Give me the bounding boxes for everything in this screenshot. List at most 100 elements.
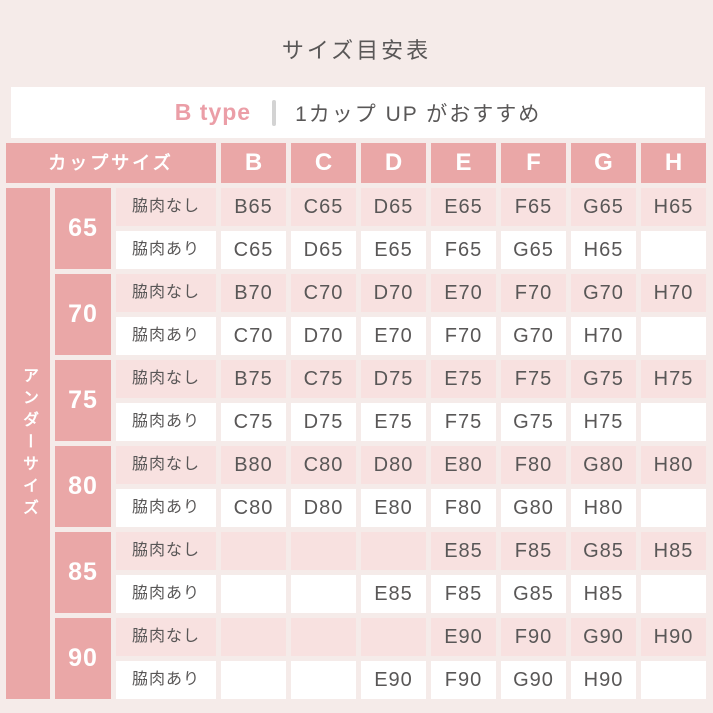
size-cell: H75: [571, 403, 636, 441]
type-label: B type: [174, 99, 252, 125]
size-cell: [221, 618, 286, 656]
size-cell: B75: [221, 360, 286, 398]
size-cell: D75: [291, 403, 356, 441]
size-cell: C75: [221, 403, 286, 441]
size-cell: H85: [641, 532, 706, 570]
fat-row-label-no-fat: 脇肉なし: [116, 618, 216, 656]
band-size-cell: 70: [55, 274, 111, 355]
fat-row-label-with-fat: 脇肉あり: [116, 317, 216, 355]
fat-row-label-no-fat: 脇肉なし: [116, 446, 216, 484]
size-cell: G85: [571, 532, 636, 570]
size-cell: G80: [571, 446, 636, 484]
fat-row-label-with-fat: 脇肉あり: [116, 489, 216, 527]
size-cell: [641, 489, 706, 527]
size-cell: [221, 532, 286, 570]
size-cell: F85: [501, 532, 566, 570]
fat-row-label-with-fat: 脇肉あり: [116, 403, 216, 441]
size-cell: G65: [501, 231, 566, 269]
fat-row-label-with-fat: 脇肉あり: [116, 231, 216, 269]
size-cell: H90: [641, 618, 706, 656]
size-cell: H70: [641, 274, 706, 312]
size-cell: E80: [431, 446, 496, 484]
size-cell: C80: [291, 446, 356, 484]
size-cell: D70: [291, 317, 356, 355]
size-cell: G90: [571, 618, 636, 656]
size-cell: D70: [361, 274, 426, 312]
size-cell: F80: [431, 489, 496, 527]
size-cell: [291, 618, 356, 656]
size-cell: E85: [431, 532, 496, 570]
size-cell: D80: [361, 446, 426, 484]
size-cell: H65: [571, 231, 636, 269]
size-cell: E65: [431, 188, 496, 226]
size-cell: D65: [291, 231, 356, 269]
size-cell: E65: [361, 231, 426, 269]
size-cell: [221, 661, 286, 699]
size-cell: B70: [221, 274, 286, 312]
size-cell: G85: [501, 575, 566, 613]
recommendation-text: 1カップ UP がおすすめ: [295, 102, 542, 126]
size-cell: [641, 403, 706, 441]
size-cell: H80: [641, 446, 706, 484]
fat-row-label-with-fat: 脇肉あり: [116, 661, 216, 699]
size-cell: G70: [571, 274, 636, 312]
size-cell: B80: [221, 446, 286, 484]
size-cell: C80: [221, 489, 286, 527]
size-cell: [291, 532, 356, 570]
cup-size-header: カップサイズ: [6, 143, 216, 183]
size-cell: D75: [361, 360, 426, 398]
size-cell: G75: [571, 360, 636, 398]
size-cell: D80: [291, 489, 356, 527]
cup-column-header-c: C: [291, 143, 356, 183]
size-grid: カップサイズ B C D E F G H アンダーサイズ 65 脇肉なし 脇肉あり B…: [6, 143, 706, 699]
size-cell: F90: [501, 618, 566, 656]
cup-column-header-b: B: [221, 143, 286, 183]
size-cell: H75: [641, 360, 706, 398]
cup-column-header-e: E: [431, 143, 496, 183]
size-cell: G70: [501, 317, 566, 355]
size-cell: H70: [571, 317, 636, 355]
size-cell: F75: [501, 360, 566, 398]
size-cell: H80: [571, 489, 636, 527]
size-cell: C70: [291, 274, 356, 312]
size-cell: H85: [571, 575, 636, 613]
size-cell: F75: [431, 403, 496, 441]
size-cell: E90: [361, 661, 426, 699]
size-cell: E75: [431, 360, 496, 398]
page-title: サイズ目安表: [281, 38, 432, 63]
size-cell: H65: [641, 188, 706, 226]
size-cell: [361, 532, 426, 570]
size-cell: D65: [361, 188, 426, 226]
size-cell: F65: [431, 231, 496, 269]
fat-row-label-no-fat: 脇肉なし: [116, 188, 216, 226]
cup-column-header-d: D: [361, 143, 426, 183]
type-banner: B type 1カップ UP がおすすめ: [11, 87, 705, 138]
fat-row-label-with-fat: 脇肉あり: [116, 575, 216, 613]
size-cell: [641, 231, 706, 269]
size-cell: C65: [291, 188, 356, 226]
size-cell: E80: [361, 489, 426, 527]
size-cell: F90: [431, 661, 496, 699]
divider: [272, 99, 277, 126]
fat-row-label-no-fat: 脇肉なし: [116, 532, 216, 570]
band-size-cell: 80: [55, 446, 111, 527]
size-cell: C65: [221, 231, 286, 269]
size-cell: E90: [431, 618, 496, 656]
size-cell: [641, 575, 706, 613]
size-cell: F80: [501, 446, 566, 484]
size-cell: F70: [501, 274, 566, 312]
cup-column-header-f: F: [501, 143, 566, 183]
band-size-cell: 85: [55, 532, 111, 613]
size-cell: [291, 575, 356, 613]
size-cell: [361, 618, 426, 656]
size-cell: F85: [431, 575, 496, 613]
size-cell: [291, 661, 356, 699]
size-cell: E85: [361, 575, 426, 613]
cup-column-header-g: G: [571, 143, 636, 183]
band-size-cell: 75: [55, 360, 111, 441]
size-cell: [641, 317, 706, 355]
under-size-label: アンダーサイズ: [6, 188, 50, 699]
size-cell: F70: [431, 317, 496, 355]
band-size-cell: 90: [55, 618, 111, 699]
